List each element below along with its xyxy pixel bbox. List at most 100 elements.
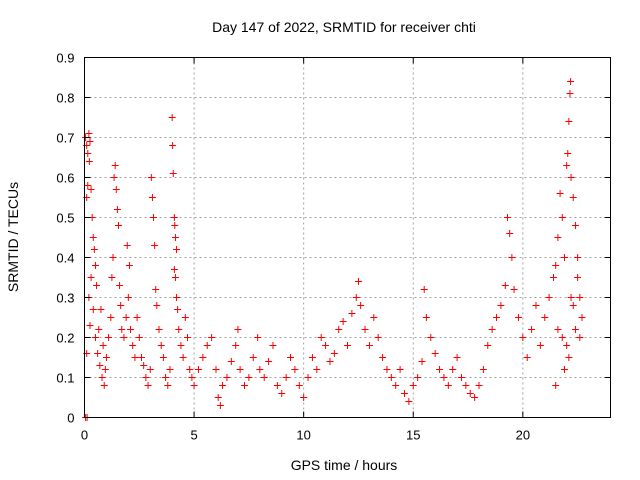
data-point xyxy=(523,354,531,361)
data-point xyxy=(453,354,461,361)
data-point xyxy=(256,366,264,373)
data-point xyxy=(100,382,108,389)
data-point xyxy=(471,394,479,401)
data-point xyxy=(148,194,156,201)
x-tick-label: 5 xyxy=(190,428,197,443)
data-point xyxy=(566,90,574,97)
data-point xyxy=(114,222,122,229)
data-point xyxy=(171,234,179,241)
data-point xyxy=(227,358,235,365)
data-point xyxy=(554,234,562,241)
y-tick-label: 0.1 xyxy=(56,371,74,386)
y-tick-label: 0.7 xyxy=(56,131,74,146)
data-point xyxy=(111,162,119,169)
data-point xyxy=(137,354,145,361)
data-point xyxy=(475,382,483,389)
data-point xyxy=(300,394,308,401)
data-point xyxy=(396,366,404,373)
data-point xyxy=(186,366,194,373)
data-point xyxy=(113,206,121,213)
data-point xyxy=(565,354,573,361)
data-point xyxy=(170,266,178,273)
data-point xyxy=(335,326,343,333)
data-point xyxy=(135,334,143,341)
data-point xyxy=(129,342,137,349)
y-tick-label: 0 xyxy=(67,411,74,426)
data-point xyxy=(567,294,575,301)
data-point xyxy=(357,302,365,309)
data-point xyxy=(91,262,99,269)
data-point xyxy=(354,278,362,285)
data-point xyxy=(436,366,444,373)
data-point xyxy=(142,374,150,381)
data-point xyxy=(563,342,571,349)
data-point xyxy=(501,282,509,289)
data-point xyxy=(112,186,120,193)
data-point xyxy=(147,174,155,181)
data-point xyxy=(265,358,273,365)
data-point xyxy=(85,130,93,137)
data-point xyxy=(383,366,391,373)
data-point xyxy=(168,114,176,121)
data-point xyxy=(287,354,295,361)
data-point xyxy=(109,254,117,261)
data-point xyxy=(240,382,248,389)
data-point xyxy=(422,314,430,321)
data-point xyxy=(125,262,133,269)
data-point xyxy=(164,382,172,389)
data-point xyxy=(162,374,170,381)
data-point xyxy=(552,382,560,389)
data-point xyxy=(552,262,560,269)
data-point xyxy=(344,342,351,349)
data-point xyxy=(133,314,141,321)
data-point xyxy=(146,366,154,373)
data-point xyxy=(420,286,428,293)
data-point xyxy=(541,314,549,321)
data-point xyxy=(400,390,408,397)
data-point xyxy=(466,390,474,397)
data-point xyxy=(174,306,182,313)
data-point xyxy=(291,366,299,373)
data-point xyxy=(151,242,159,249)
data-point xyxy=(87,274,95,281)
data-point xyxy=(99,342,107,349)
chart-title: Day 147 of 2022, SRMTID for receiver cht… xyxy=(212,19,476,35)
data-point xyxy=(313,366,321,373)
data-point xyxy=(173,294,181,301)
data-point xyxy=(89,306,97,313)
data-point xyxy=(379,354,387,361)
data-point xyxy=(117,302,125,309)
x-tick-label: 15 xyxy=(406,428,420,443)
data-point xyxy=(564,150,572,157)
data-point xyxy=(392,382,400,389)
data-point xyxy=(216,402,224,409)
data-point xyxy=(208,334,216,341)
data-point xyxy=(140,362,148,369)
data-point xyxy=(212,366,220,373)
data-point xyxy=(144,382,152,389)
data-point xyxy=(519,334,527,341)
data-point xyxy=(97,306,105,313)
data-point xyxy=(124,294,132,301)
x-tick-label: 0 xyxy=(81,428,88,443)
data-point xyxy=(90,246,98,253)
data-point xyxy=(177,342,185,349)
data-point xyxy=(190,382,198,389)
data-point xyxy=(122,314,130,321)
data-point xyxy=(203,342,211,349)
data-point xyxy=(569,302,577,309)
data-point xyxy=(181,314,189,321)
x-tick-label: 20 xyxy=(516,428,530,443)
data-point xyxy=(560,366,568,373)
data-point xyxy=(171,274,179,281)
data-point xyxy=(260,374,268,381)
data-point xyxy=(326,358,334,365)
data-point xyxy=(545,294,553,301)
data-point xyxy=(95,326,103,333)
data-point xyxy=(152,286,160,293)
data-point xyxy=(245,374,253,381)
data-point xyxy=(569,194,577,201)
data-point xyxy=(278,390,286,397)
data-point xyxy=(96,362,104,369)
y-tick-label: 0.2 xyxy=(56,331,74,346)
